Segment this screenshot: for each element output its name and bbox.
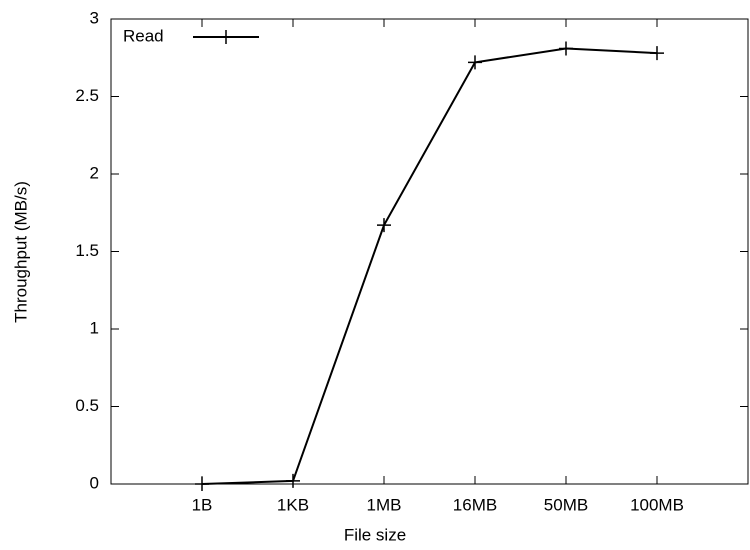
legend-marker — [219, 30, 233, 44]
y-tick-label: 0.5 — [75, 396, 99, 415]
y-tick-label: 2 — [90, 163, 99, 182]
series-line — [201, 47, 658, 485]
data-point — [286, 473, 300, 488]
x-tick-label: 16MB — [453, 495, 497, 514]
data-point — [195, 477, 209, 491]
x-tick-label: 50MB — [544, 495, 588, 514]
y-tick-label: 1 — [90, 318, 99, 337]
x-tick-label: 1B — [192, 495, 213, 514]
data-point — [377, 218, 391, 233]
y-tick-label: 1.5 — [75, 241, 99, 260]
data-point — [650, 46, 664, 61]
y-tick-label: 0 — [90, 473, 99, 492]
legend-label: Read — [123, 26, 164, 45]
x-axis-label: File size — [344, 525, 406, 544]
y-tick-label: 3 — [90, 8, 99, 27]
plot-frame — [110, 18, 749, 485]
x-tick-label: 100MB — [630, 495, 684, 514]
y-axis-label: Throughput (MB/s) — [11, 181, 30, 323]
x-tick-label: 1KB — [277, 495, 309, 514]
data-point — [468, 55, 482, 70]
y-tick-label: 2.5 — [75, 86, 99, 105]
x-tick-label: 1MB — [367, 495, 402, 514]
data-point — [559, 41, 573, 56]
